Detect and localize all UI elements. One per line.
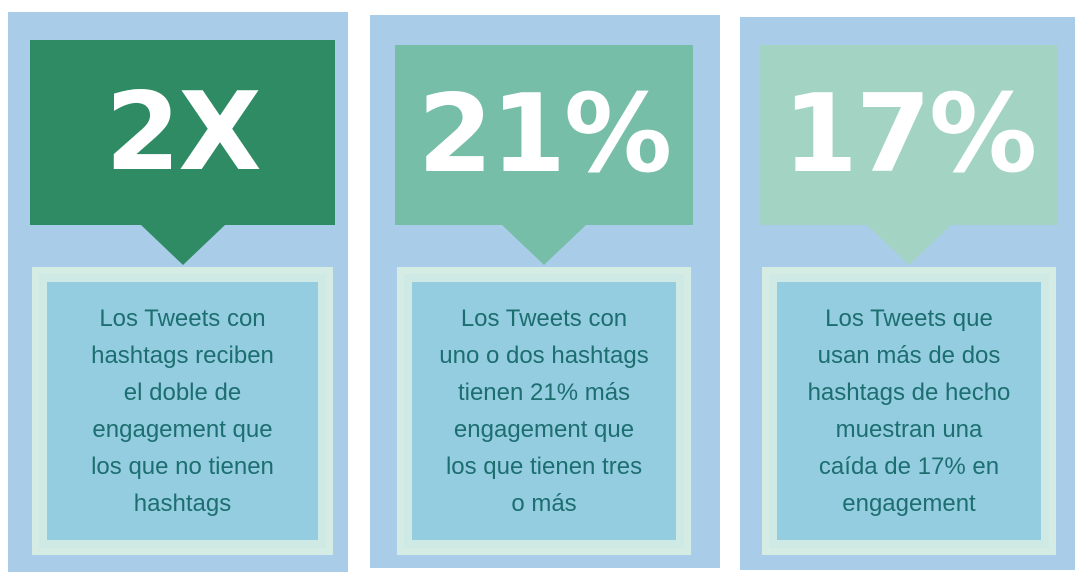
- description-line: hashtags de hecho: [807, 379, 1011, 406]
- stat-value: 17%: [782, 72, 1038, 197]
- card: 2X Los Tweets con hashtags reciben el doble…: [8, 12, 348, 572]
- description-line: Los Tweets que: [825, 305, 993, 332]
- description-line: engagement que: [92, 416, 273, 443]
- pointer: [502, 225, 586, 265]
- stat-value: 21%: [417, 72, 673, 197]
- stat-box: [395, 45, 693, 225]
- pointer: [867, 225, 951, 265]
- description-line: los que tienen tres: [445, 453, 643, 480]
- description-line: engagement que: [453, 416, 635, 443]
- description-line: Los Tweets con: [99, 305, 266, 332]
- text-box-inner: Los Tweets que usan más de dos hashtags de…: [777, 282, 1041, 540]
- description-line: hashtags: [133, 490, 232, 517]
- stat-box: [30, 40, 335, 225]
- description-line: hashtags reciben: [91, 342, 274, 369]
- pointer: [140, 225, 225, 265]
- stat-value: 2X: [105, 70, 261, 195]
- description-line: el doble de: [123, 379, 242, 406]
- description-line: los que no tienen: [91, 453, 274, 480]
- description-line: o más: [511, 490, 577, 517]
- text-box-inner: Los Tweets con hashtags reciben el doble d…: [47, 282, 318, 540]
- text-box-inner: Los Tweets con uno o dos hashtags tienen 2…: [412, 282, 676, 540]
- text-box: Los Tweets con uno o dos hashtags tienen 2…: [397, 267, 691, 555]
- description-line: caída de 17% en: [818, 453, 1000, 480]
- description-line: muestran una: [835, 416, 983, 443]
- text-box: Los Tweets con hashtags reciben el doble d…: [32, 267, 333, 555]
- description-line: usan más de dos: [817, 342, 1001, 369]
- description-line: engagement: [842, 490, 976, 517]
- description-line: Los Tweets con: [460, 305, 628, 332]
- stat-box: [760, 45, 1058, 225]
- card: 17% Los Tweets que usan más de dos hashtags…: [740, 17, 1075, 570]
- card: 21% Los Tweets con uno o dos hashtags tiene…: [370, 15, 720, 568]
- description-line: tienen 21% más: [457, 379, 631, 406]
- description-line: uno o dos hashtags: [439, 342, 649, 369]
- text-box: Los Tweets que usan más de dos hashtags de…: [762, 267, 1056, 555]
